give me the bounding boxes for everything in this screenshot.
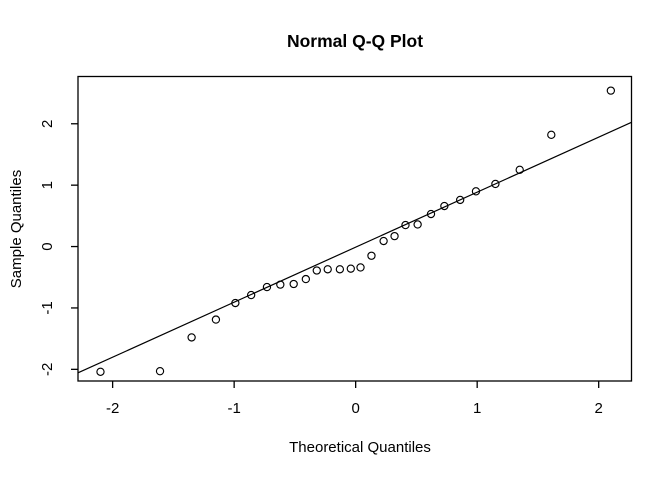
data-point xyxy=(335,265,345,274)
data-point xyxy=(471,187,481,196)
data-point xyxy=(155,367,165,376)
data-point xyxy=(187,333,196,342)
data-point xyxy=(346,264,355,273)
data-point xyxy=(413,220,422,229)
y-axis-ticks: -2 -1 0 1 2 xyxy=(39,120,78,376)
x-axis-ticks: -2 -1 0 1 2 xyxy=(106,381,603,417)
y-tick-label: 2 xyxy=(39,120,56,128)
data-point xyxy=(289,279,298,289)
data-point xyxy=(301,274,311,284)
plot-box xyxy=(77,75,633,382)
data-point xyxy=(246,290,256,300)
x-tick-label: 2 xyxy=(595,400,603,417)
x-tick-label: -1 xyxy=(227,400,240,417)
x-tick-label: -2 xyxy=(106,400,119,417)
data-point xyxy=(440,201,449,211)
data-points xyxy=(96,86,616,376)
chart-title: Normal Q-Q Plot xyxy=(287,31,423,51)
data-point xyxy=(426,209,436,219)
data-point xyxy=(379,236,388,246)
y-tick-label: 1 xyxy=(39,181,56,189)
data-point xyxy=(606,86,616,95)
data-point xyxy=(515,165,524,174)
data-point xyxy=(547,130,556,139)
data-point xyxy=(211,315,221,324)
data-point xyxy=(96,367,105,376)
y-tick-label: 0 xyxy=(39,242,56,250)
data-point xyxy=(401,220,410,230)
data-point xyxy=(491,179,500,189)
x-axis-label: Theoretical Quantiles xyxy=(289,439,431,456)
y-tick-label: -2 xyxy=(39,363,56,376)
x-tick-label: 0 xyxy=(351,400,359,417)
y-axis-label: Sample Quantiles xyxy=(8,170,25,288)
qq-reference-line xyxy=(77,121,632,374)
data-point xyxy=(231,298,240,308)
x-tick-label: 1 xyxy=(473,400,481,417)
data-point xyxy=(390,231,399,241)
data-point xyxy=(367,251,376,260)
data-point xyxy=(276,280,285,289)
data-point xyxy=(455,195,465,205)
data-point xyxy=(356,263,365,272)
data-point xyxy=(312,266,321,275)
data-point xyxy=(262,282,272,292)
data-point xyxy=(323,265,332,274)
y-tick-label: -1 xyxy=(39,301,56,314)
